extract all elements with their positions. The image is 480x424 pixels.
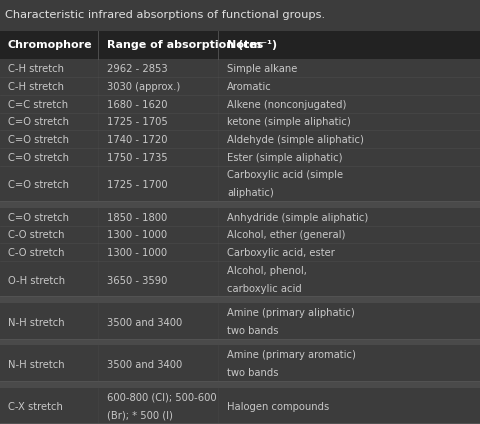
Text: C=O stretch: C=O stretch [8, 135, 69, 145]
Bar [0, 95, 480, 112]
Text: C-H stretch: C-H stretch [8, 64, 64, 74]
Text: C-O stretch: C-O stretch [8, 230, 64, 240]
Text: C=O stretch: C=O stretch [8, 180, 69, 190]
Text: Carboxylic acid (simple: Carboxylic acid (simple [227, 170, 343, 181]
Text: C-H stretch: C-H stretch [8, 82, 64, 92]
Text: carboxylic acid: carboxylic acid [227, 284, 302, 293]
Text: Amine (primary aromatic): Amine (primary aromatic) [227, 350, 356, 360]
Bar [0, 381, 480, 388]
Text: Alkene (nonconjugated): Alkene (nonconjugated) [227, 100, 347, 109]
Text: Notes: Notes [227, 40, 264, 50]
Text: 600-800 (Cl); 500-600: 600-800 (Cl); 500-600 [107, 393, 216, 402]
Text: 1725 - 1705: 1725 - 1705 [107, 117, 168, 127]
Bar [0, 296, 480, 303]
Bar [0, 201, 480, 208]
Text: C=C stretch: C=C stretch [8, 100, 68, 109]
Text: 1725 - 1700: 1725 - 1700 [107, 180, 168, 190]
Text: C=O stretch: C=O stretch [8, 213, 69, 223]
Text: Chromophore: Chromophore [8, 40, 92, 50]
Text: Anhydride (simple aliphatic): Anhydride (simple aliphatic) [227, 213, 368, 223]
Text: Characteristic infrared absorptions of functional groups.: Characteristic infrared absorptions of f… [5, 10, 325, 20]
Text: 1680 - 1620: 1680 - 1620 [107, 100, 168, 109]
Bar [0, 0, 480, 31]
Bar [0, 166, 480, 201]
Bar [0, 346, 480, 381]
Bar [0, 243, 480, 261]
Text: 3030 (approx.): 3030 (approx.) [107, 82, 180, 92]
Text: Alcohol, phenol,: Alcohol, phenol, [227, 266, 307, 276]
Bar [0, 59, 480, 77]
Text: Amine (primary aliphatic): Amine (primary aliphatic) [227, 308, 355, 318]
Bar [0, 31, 480, 59]
Text: 1850 - 1800: 1850 - 1800 [107, 213, 168, 223]
Bar [0, 303, 480, 339]
Text: aliphatic): aliphatic) [227, 188, 274, 198]
Text: C-O stretch: C-O stretch [8, 248, 64, 258]
Bar [0, 388, 480, 423]
Bar [0, 148, 480, 166]
Text: Alcohol, ether (general): Alcohol, ether (general) [227, 230, 346, 240]
Bar [0, 208, 480, 226]
Text: two bands: two bands [227, 326, 278, 336]
Text: C=O stretch: C=O stretch [8, 117, 69, 127]
Bar [0, 77, 480, 95]
Text: Halogen compounds: Halogen compounds [227, 402, 329, 412]
Text: 3500 and 3400: 3500 and 3400 [107, 318, 182, 328]
Bar [0, 339, 480, 346]
Text: C=O stretch: C=O stretch [8, 153, 69, 163]
Text: Ester (simple aliphatic): Ester (simple aliphatic) [227, 153, 343, 163]
Bar [0, 226, 480, 243]
Text: (Br); * 500 (I): (Br); * 500 (I) [107, 410, 173, 420]
Text: C-X stretch: C-X stretch [8, 402, 62, 412]
Text: Carboxylic acid, ester: Carboxylic acid, ester [227, 248, 335, 258]
Text: 1740 - 1720: 1740 - 1720 [107, 135, 168, 145]
Text: N-H stretch: N-H stretch [8, 360, 64, 370]
Text: Range of absorption (cm⁻¹): Range of absorption (cm⁻¹) [107, 40, 277, 50]
Text: O-H stretch: O-H stretch [8, 276, 65, 285]
Text: N-H stretch: N-H stretch [8, 318, 64, 328]
Text: 3500 and 3400: 3500 and 3400 [107, 360, 182, 370]
Text: 1300 - 1000: 1300 - 1000 [107, 248, 167, 258]
Text: two bands: two bands [227, 368, 278, 378]
Text: Aromatic: Aromatic [227, 82, 272, 92]
Text: 1300 - 1000: 1300 - 1000 [107, 230, 167, 240]
Bar [0, 112, 480, 130]
Bar [0, 261, 480, 296]
Bar [0, 130, 480, 148]
Text: Simple alkane: Simple alkane [227, 64, 298, 74]
Text: Aldehyde (simple aliphatic): Aldehyde (simple aliphatic) [227, 135, 364, 145]
Text: ketone (simple aliphatic): ketone (simple aliphatic) [227, 117, 351, 127]
Text: 2962 - 2853: 2962 - 2853 [107, 64, 168, 74]
Text: 1750 - 1735: 1750 - 1735 [107, 153, 168, 163]
Text: 3650 - 3590: 3650 - 3590 [107, 276, 168, 285]
